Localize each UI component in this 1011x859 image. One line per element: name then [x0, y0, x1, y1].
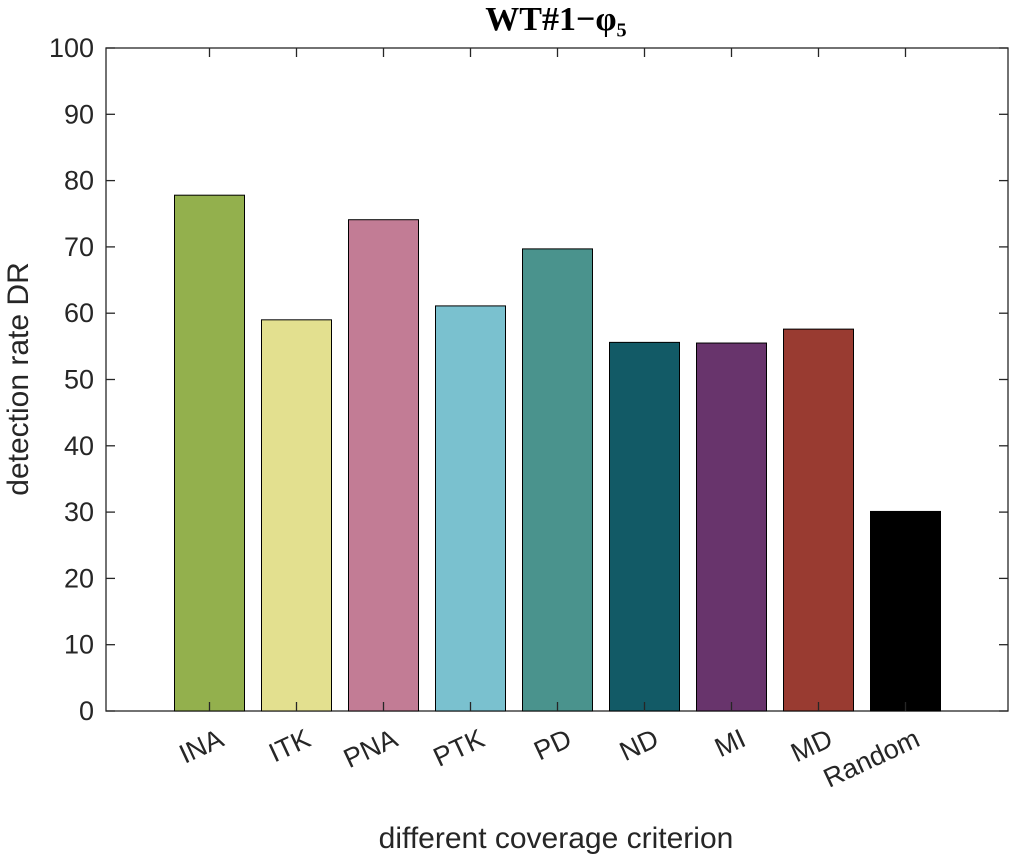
chart-title: WT#1−φ₅ — [485, 1, 626, 38]
x-tick-label: PTK — [429, 723, 489, 772]
bar-mi — [696, 342, 767, 712]
y-tick-label: 10 — [64, 630, 94, 660]
bar-ina — [174, 194, 245, 712]
bar-md — [783, 328, 854, 712]
x-tick-label: ITK — [264, 723, 315, 768]
bar-random — [870, 510, 941, 712]
y-tick-label: 20 — [64, 563, 94, 593]
y-tick-label: 40 — [64, 431, 94, 461]
bar-nd — [609, 341, 680, 712]
y-tick-label: 50 — [64, 365, 94, 395]
bar-ptk — [435, 305, 506, 712]
y-axis-title: detection rate DR — [2, 262, 35, 495]
x-tick-label: MI — [710, 723, 750, 763]
y-tick-label: 60 — [64, 298, 94, 328]
y-tick-label: 100 — [49, 33, 94, 63]
bars-group — [174, 194, 941, 712]
bar-itk — [261, 319, 332, 712]
x-tick-label: INA — [175, 723, 228, 769]
y-tick-label: 70 — [64, 232, 94, 262]
bar-pd — [522, 248, 593, 712]
y-tick-label: 90 — [64, 99, 94, 129]
y-tick-label: 0 — [79, 696, 94, 726]
y-tick-label: 80 — [64, 166, 94, 196]
x-tick-label: ND — [615, 723, 663, 767]
x-tick-label: PNA — [339, 723, 402, 774]
y-axis: 0 10 20 30 40 50 60 70 80 90 100 — [49, 33, 1008, 726]
x-tick-label: PD — [529, 723, 576, 766]
bar-pna — [348, 219, 419, 712]
y-tick-label: 30 — [64, 497, 94, 527]
x-tick-label: Random — [819, 723, 924, 793]
x-axis-title: different coverage criterion — [379, 822, 734, 855]
